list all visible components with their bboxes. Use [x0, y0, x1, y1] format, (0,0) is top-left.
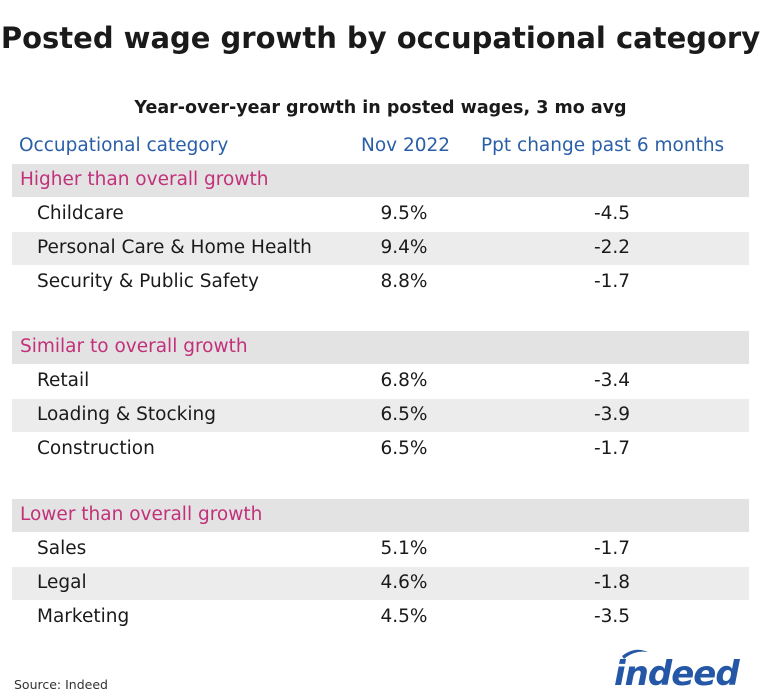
category-name: Legal — [37, 572, 87, 593]
indeed-logo: indeed — [614, 649, 741, 691]
svg-text:indeed: indeed — [614, 654, 740, 691]
category-name: Marketing — [37, 606, 130, 627]
group-header: Lower than overall growth — [12, 499, 749, 532]
group-label: Similar to overall growth — [20, 336, 248, 357]
table-row: Construction 6.5% -1.7 — [12, 433, 749, 466]
ppt-change-value: -3.5 — [593, 606, 631, 627]
nov-2022-value: 5.1% — [380, 538, 428, 559]
column-header-category: Occupational category — [19, 135, 229, 156]
nov-2022-value: 8.8% — [380, 271, 428, 292]
table-row: Sales 5.1% -1.7 — [12, 533, 749, 566]
group-label: Higher than overall growth — [20, 169, 269, 190]
category-name: Sales — [37, 538, 87, 559]
ppt-change-value: -1.8 — [593, 572, 631, 593]
ppt-change-value: -4.5 — [593, 203, 631, 224]
table-row: Marketing 4.5% -3.5 — [12, 601, 749, 634]
category-name: Childcare — [37, 203, 124, 224]
ppt-change-value: -3.9 — [593, 404, 631, 425]
nov-2022-value: 4.5% — [380, 606, 428, 627]
category-name: Retail — [37, 370, 90, 391]
category-name: Loading & Stocking — [37, 404, 216, 425]
ppt-change-value: -3.4 — [593, 370, 631, 391]
nov-2022-value: 4.6% — [380, 572, 428, 593]
group-label: Lower than overall growth — [20, 504, 263, 525]
nov-2022-value: 6.8% — [380, 370, 428, 391]
table-row: Childcare 9.5% -4.5 — [12, 198, 749, 231]
ppt-change-value: -2.2 — [593, 237, 631, 258]
nov-2022-value: 9.4% — [380, 237, 428, 258]
table-row: Personal Care & Home Health 9.4% -2.2 — [12, 232, 749, 265]
nov-2022-value: 9.5% — [380, 203, 428, 224]
category-name: Construction — [37, 438, 155, 459]
nov-2022-value: 6.5% — [380, 438, 428, 459]
nov-2022-value: 6.5% — [380, 404, 428, 425]
table-row: Security & Public Safety 8.8% -1.7 — [12, 266, 749, 299]
chart-subtitle: Year-over-year growth in posted wages, 3… — [134, 98, 627, 118]
group-header: Similar to overall growth — [12, 331, 749, 364]
ppt-change-value: -1.7 — [593, 538, 631, 559]
ppt-change-value: -1.7 — [593, 438, 631, 459]
column-header-ppt-change: Ppt change past 6 months — [481, 135, 725, 156]
source-note: Source: Indeed — [14, 677, 108, 692]
table-row: Loading & Stocking 6.5% -3.9 — [12, 399, 749, 432]
category-name: Security & Public Safety — [37, 271, 259, 292]
ppt-change-value: -1.7 — [593, 271, 631, 292]
group-header: Higher than overall growth — [12, 164, 749, 197]
column-header-nov-2022: Nov 2022 — [361, 135, 451, 156]
table-row: Legal 4.6% -1.8 — [12, 567, 749, 600]
category-name: Personal Care & Home Health — [37, 237, 312, 258]
chart-title: Posted wage growth by occupational categ… — [0, 21, 761, 55]
table-row: Retail 6.8% -3.4 — [12, 365, 749, 398]
